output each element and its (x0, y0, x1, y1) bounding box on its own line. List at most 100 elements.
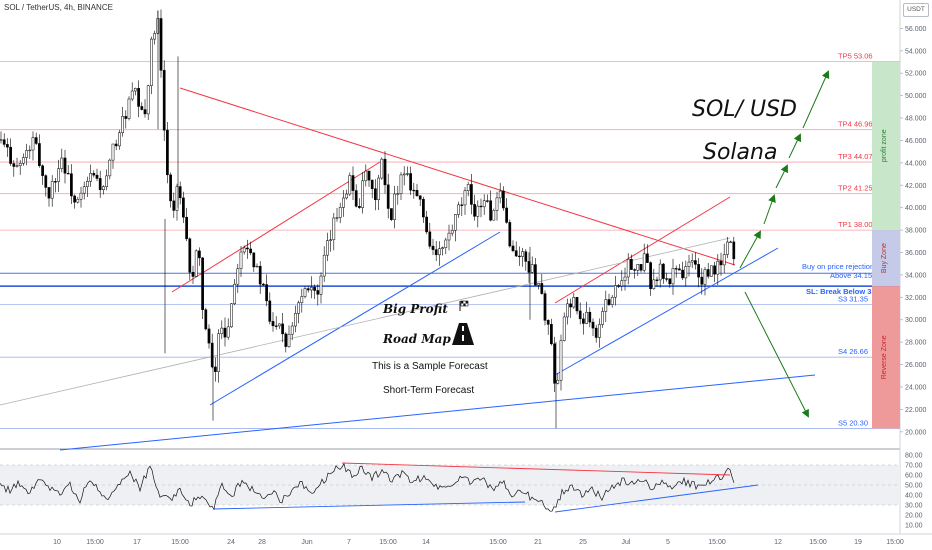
time-tick-label: 15:00 (886, 539, 904, 546)
candle-body (578, 310, 582, 320)
candle-body (486, 200, 489, 202)
candle-body (380, 158, 384, 179)
long-term-support-line[interactable] (59, 374, 816, 451)
candle-body (377, 177, 380, 201)
time-tick-label: Jul (622, 539, 631, 546)
channel-upper-line-2[interactable] (554, 196, 731, 304)
price-tick-label: 28.000 (905, 340, 927, 347)
channel-upper-line-1[interactable] (171, 161, 381, 293)
price-axis[interactable]: 20.000 22.000 24.000 26.000 28.000 30.000 32.0… (900, 26, 927, 436)
candle-body (31, 137, 35, 151)
title-sol-usd: SOL/ USD (692, 97, 797, 122)
candle-body (466, 184, 470, 191)
candle-body (460, 204, 464, 206)
grey-trend-line[interactable] (0, 237, 731, 406)
candle-body (684, 266, 688, 279)
candle-body (636, 264, 640, 271)
candle-body (6, 144, 9, 148)
forecast-arrow[interactable] (744, 291, 809, 418)
candle-body (82, 186, 86, 194)
candle-body (409, 173, 412, 191)
candle-body (178, 186, 182, 199)
candle-body (204, 309, 208, 330)
forecast-arrow[interactable] (775, 164, 788, 189)
candle-body (694, 260, 697, 265)
rsi-tick-label: 20.00 (905, 513, 923, 520)
price-tick-label: 20.000 (905, 429, 927, 436)
candle-body (345, 193, 348, 199)
channel-lower-line-2[interactable] (554, 247, 779, 376)
rsi-support-blue-1[interactable] (212, 501, 526, 510)
candle-body (223, 327, 227, 338)
candle-body (655, 279, 659, 281)
candle-body (57, 168, 60, 182)
candle-body (633, 269, 636, 271)
candle-body (351, 175, 355, 191)
candle-body (290, 325, 294, 335)
candle-body (642, 253, 646, 271)
level-label-s4: S4 26.66 (838, 347, 868, 356)
rsi-tick-label: 50.00 (905, 483, 923, 490)
candle-body (594, 327, 598, 338)
price-tick-label: 42.000 (905, 183, 927, 190)
candle-body (220, 327, 224, 334)
candle-body (626, 259, 630, 278)
time-axis[interactable]: 10 15:00 17 15:00 24 28 Jun 7 15:00 14 15:00 21 25 Ju… (53, 539, 904, 546)
candle-body (396, 193, 400, 195)
price-tick-label: 44.000 (905, 160, 927, 167)
rsi-tick-label: 30.00 (905, 503, 923, 510)
candle-body (268, 300, 272, 322)
candle-body (118, 132, 121, 147)
rsi-support-blue-2[interactable] (554, 484, 759, 513)
forecast-arrow[interactable] (788, 133, 802, 159)
candle-body (412, 189, 416, 192)
candle-body (646, 253, 649, 263)
level-label-s3: S3 31.35 (838, 295, 868, 304)
candle-body (297, 302, 300, 314)
level-label-tp5: TP5 53.06 (838, 51, 873, 60)
candle-body (383, 158, 387, 186)
candle-body (562, 316, 566, 341)
time-tick-label: 12 (774, 539, 782, 546)
level-label-tp4: TP4 46.96 (838, 120, 873, 129)
candle-body (732, 241, 736, 260)
time-tick-label: 25 (579, 539, 587, 546)
forecast-arrow[interactable] (739, 230, 761, 269)
candle-body (262, 283, 265, 286)
level-label-sl: SL: Break Below 33.00 (806, 287, 886, 296)
candle-body (406, 173, 409, 175)
candle-body (329, 239, 332, 241)
candle-body (454, 214, 457, 231)
candle-body (0, 139, 3, 141)
candle-body (338, 207, 342, 218)
price-tick-label: 36.000 (905, 250, 927, 257)
candle-body (9, 146, 12, 164)
candle-body (438, 248, 441, 256)
currency-badge[interactable]: USDT (903, 3, 929, 17)
candle-body (300, 296, 304, 304)
chart-symbol-label: SOL / TetherUS, 4h, BINANCE (4, 3, 113, 12)
channel-lower-line-1[interactable] (209, 231, 501, 406)
candle-body (553, 343, 556, 384)
forecast-arrow[interactable] (763, 194, 776, 225)
candle-body (569, 303, 572, 308)
candle-body (137, 88, 140, 107)
candle-body (294, 313, 297, 327)
candle-body (495, 197, 499, 211)
candle-body (607, 299, 611, 305)
rsi-divergence-red[interactable] (341, 462, 731, 476)
forecast-arrow[interactable] (802, 70, 830, 129)
candle-body (367, 170, 371, 181)
candle-body (335, 217, 339, 219)
descending-resistance-line[interactable] (179, 87, 736, 266)
candle-body (233, 283, 236, 305)
rsi-tick-label: 10.00 (905, 523, 923, 530)
candle-body (185, 216, 188, 240)
level-label-buy-2: Above 34.15 (830, 271, 872, 280)
rsi-line (0, 462, 735, 512)
level-label-buy: Buy on price rejection (802, 262, 874, 271)
candle-body (537, 283, 540, 286)
big-profit-label: Big Profit (382, 302, 448, 316)
candle-body (166, 129, 169, 176)
